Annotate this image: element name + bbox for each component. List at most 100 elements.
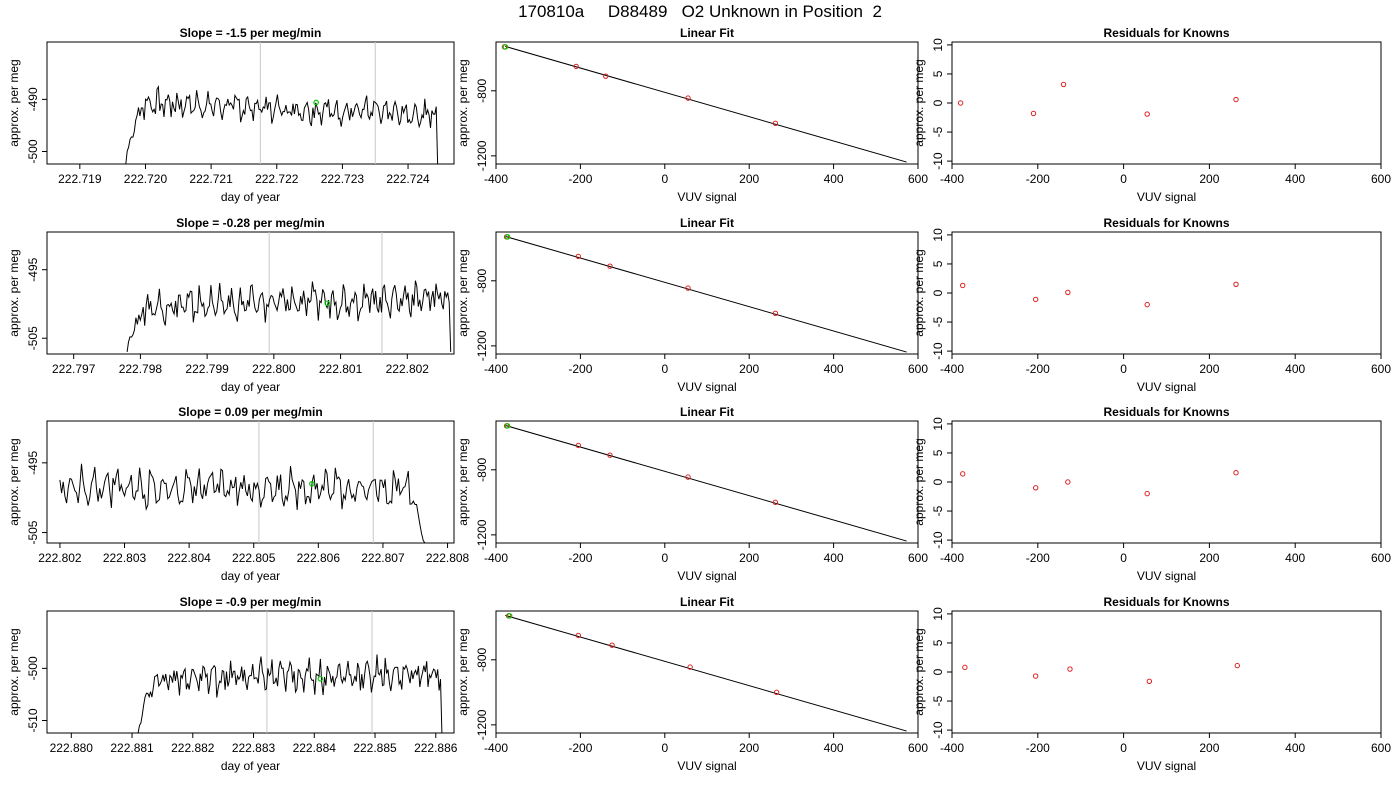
plot-title: Slope = -1.5 per meg/min bbox=[180, 26, 322, 40]
x-tick-label: 600 bbox=[1371, 172, 1391, 186]
x-axis-label: VUV signal bbox=[1137, 569, 1196, 583]
x-axis-label: VUV signal bbox=[1137, 759, 1196, 773]
x-tick-label: 400 bbox=[824, 741, 844, 755]
y-tick-label: -500 bbox=[26, 656, 40, 680]
plot-title: Residuals for Knowns bbox=[1103, 595, 1229, 609]
x-tick-label: 400 bbox=[824, 362, 844, 376]
fit-line bbox=[505, 614, 907, 732]
plot-title: Residuals for Knowns bbox=[1103, 26, 1229, 40]
x-tick-label: 222.721 bbox=[189, 172, 233, 186]
x-tick-label: 600 bbox=[908, 551, 928, 565]
x-tick-label: -400 bbox=[940, 362, 964, 376]
x-tick-label: 200 bbox=[739, 362, 759, 376]
x-tick-label: 0 bbox=[1120, 172, 1127, 186]
x-tick-label: 222.722 bbox=[255, 172, 299, 186]
time-series-line bbox=[59, 463, 426, 544]
x-tick-label: 222.883 bbox=[232, 741, 276, 755]
x-tick-label: -200 bbox=[568, 551, 592, 565]
y-tick-label: -800 bbox=[475, 647, 489, 671]
unknown-point bbox=[309, 480, 315, 487]
x-tick-label: 0 bbox=[1120, 741, 1127, 755]
y-tick-label: 10 bbox=[931, 228, 945, 242]
unknown-point bbox=[313, 99, 319, 106]
x-tick-label: -400 bbox=[484, 362, 508, 376]
x-tick-label: 222.886 bbox=[414, 741, 458, 755]
y-tick-label: 10 bbox=[931, 607, 945, 621]
y-tick-label: -495 bbox=[26, 257, 40, 281]
x-tick-label: -400 bbox=[484, 172, 508, 186]
fit-line bbox=[505, 424, 907, 542]
residual-point bbox=[1233, 281, 1239, 287]
y-axis-label: approx. per meg bbox=[456, 249, 470, 336]
known-point bbox=[772, 310, 779, 317]
y-axis-label: approx. per meg bbox=[912, 628, 926, 715]
plot-title: Residuals for Knowns bbox=[1103, 216, 1229, 230]
x-tick-label: -400 bbox=[484, 741, 508, 755]
plot-title: Linear Fit bbox=[680, 595, 734, 609]
residual-point bbox=[1032, 485, 1039, 491]
known-point bbox=[575, 632, 581, 639]
time-series-line bbox=[137, 654, 443, 734]
res-panel-4: Residuals for Knowns VUV signal approx. pe… bbox=[912, 595, 1391, 773]
x-tick-label: 400 bbox=[1285, 551, 1305, 565]
y-tick-label: 5 bbox=[931, 449, 945, 456]
y-tick-label: 0 bbox=[931, 668, 945, 675]
plot-frame bbox=[46, 231, 455, 355]
x-tick-label: 222.806 bbox=[297, 551, 341, 565]
x-tick-label: 222.720 bbox=[124, 172, 168, 186]
plot-title: Slope = -0.28 per meg/min bbox=[176, 216, 324, 230]
y-axis-label: approx. per meg bbox=[912, 59, 926, 146]
unknown-point bbox=[502, 44, 509, 50]
plot-title: Linear Fit bbox=[680, 26, 734, 40]
y-tick-label: -505 bbox=[26, 520, 40, 544]
residual-point bbox=[1032, 296, 1039, 303]
y-tick-label: -510 bbox=[26, 708, 40, 732]
x-tick-label: 600 bbox=[908, 362, 928, 376]
y-tick-label: 5 bbox=[931, 260, 945, 267]
x-tick-label: -200 bbox=[568, 741, 592, 755]
x-tick-label: 0 bbox=[661, 741, 668, 755]
res-panel-2: Residuals for Knowns VUV signal approx. pe… bbox=[912, 216, 1391, 394]
residual-point bbox=[1146, 678, 1153, 684]
x-tick-label: 600 bbox=[1371, 551, 1391, 565]
plot-title: Slope = -0.9 per meg/min bbox=[180, 595, 322, 609]
residual-point bbox=[1233, 470, 1239, 476]
y-tick-label: -5 bbox=[931, 695, 945, 706]
y-tick-label: 5 bbox=[931, 639, 945, 646]
x-tick-label: 222.805 bbox=[232, 551, 276, 565]
y-tick-label: 0 bbox=[931, 289, 945, 296]
unknown-point bbox=[324, 300, 331, 307]
x-tick-label: -200 bbox=[568, 362, 592, 376]
x-axis-label: VUV signal bbox=[1137, 380, 1196, 394]
y-tick-label: -505 bbox=[26, 326, 40, 350]
x-tick-label: 200 bbox=[739, 551, 759, 565]
x-axis-label: VUV signal bbox=[677, 190, 736, 204]
residual-point bbox=[1065, 289, 1071, 296]
plot-frame bbox=[495, 231, 919, 355]
x-tick-label: 222.723 bbox=[321, 172, 365, 186]
y-axis-label: approx. per meg bbox=[912, 438, 926, 525]
plot-title: Slope = 0.09 per meg/min bbox=[178, 405, 322, 419]
x-tick-label: -200 bbox=[1026, 551, 1050, 565]
residual-point bbox=[1233, 96, 1239, 103]
y-tick-label: -10 bbox=[931, 531, 945, 549]
known-point bbox=[575, 442, 581, 449]
x-tick-label: 222.880 bbox=[50, 741, 94, 755]
x-tick-label: 222.807 bbox=[361, 551, 405, 565]
y-axis-label: approx. per meg bbox=[7, 249, 21, 336]
plot-frame bbox=[951, 420, 1382, 544]
x-tick-label: 200 bbox=[1199, 172, 1219, 186]
y-tick-label: -10 bbox=[931, 342, 945, 360]
known-point bbox=[772, 120, 779, 127]
known-point bbox=[607, 263, 613, 269]
y-tick-label: 0 bbox=[931, 99, 945, 106]
x-tick-label: 222.884 bbox=[293, 741, 337, 755]
residual-point bbox=[1234, 662, 1240, 669]
residual-point bbox=[962, 664, 968, 671]
unknown-point bbox=[504, 423, 511, 429]
known-point bbox=[685, 285, 691, 291]
y-axis-label: approx. per meg bbox=[456, 628, 470, 715]
x-tick-label: 600 bbox=[1371, 741, 1391, 755]
